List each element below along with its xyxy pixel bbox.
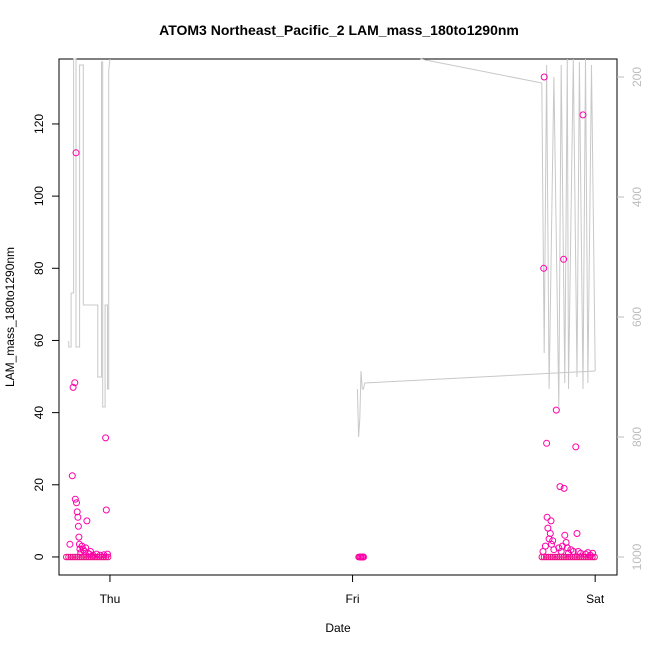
data-point xyxy=(69,553,77,561)
data-point xyxy=(577,549,585,557)
data-point xyxy=(558,542,566,550)
data-point xyxy=(549,553,557,561)
data-point xyxy=(104,550,111,558)
data-point xyxy=(69,383,77,391)
data-point xyxy=(360,553,367,561)
data-point xyxy=(547,553,554,561)
y-axis-label: LAM_mass_180to1290nm xyxy=(3,247,17,387)
data-point xyxy=(546,530,554,537)
data-point xyxy=(560,484,568,492)
data-point xyxy=(560,553,568,561)
plot-frame xyxy=(58,58,618,576)
data-point xyxy=(76,553,83,561)
chart-title: ATOM3 Northeast_Pacific_2 LAM_mass_180to… xyxy=(159,22,519,38)
data-point xyxy=(545,553,552,561)
data-point xyxy=(591,553,598,561)
y2-tick-label: 200 xyxy=(630,67,644,87)
data-point xyxy=(89,551,97,559)
y-tick-label: 60 xyxy=(32,333,46,347)
y2-tick-label: 400 xyxy=(630,187,644,207)
y-tick-label: 40 xyxy=(32,406,46,420)
data-point xyxy=(550,546,558,554)
data-point xyxy=(547,517,555,525)
data-point xyxy=(74,513,82,521)
data-point xyxy=(98,553,105,561)
data-point xyxy=(540,264,548,272)
data-point xyxy=(74,553,81,561)
data-point xyxy=(71,553,79,561)
data-point xyxy=(552,406,560,414)
pressure-line xyxy=(68,58,111,408)
data-point xyxy=(555,544,563,552)
data-point xyxy=(78,553,85,561)
data-point xyxy=(83,517,91,525)
data-point xyxy=(573,530,581,537)
data-point xyxy=(543,513,551,521)
data-point xyxy=(543,439,551,447)
data-point xyxy=(560,255,568,263)
y-tick-label: 20 xyxy=(32,478,46,492)
data-point xyxy=(63,553,70,561)
pressure-line-layer xyxy=(68,58,596,438)
data-point xyxy=(75,533,83,541)
data-point xyxy=(561,531,569,539)
data-point xyxy=(565,549,572,557)
data-point xyxy=(579,111,587,119)
data-point xyxy=(73,508,81,516)
data-point xyxy=(589,553,596,561)
x-axis: Thu Fri Sat xyxy=(100,575,605,606)
data-point xyxy=(67,553,74,561)
data-point xyxy=(549,537,557,545)
y2-tick-label: 800 xyxy=(630,427,644,447)
points-layer xyxy=(63,73,598,561)
data-point xyxy=(72,149,80,157)
data-point xyxy=(572,443,580,451)
y-tick-label: 0 xyxy=(32,553,46,560)
x-tick-label: Thu xyxy=(100,592,121,606)
data-point xyxy=(100,551,108,559)
data-point xyxy=(71,379,79,387)
data-point xyxy=(102,434,110,442)
x-tick-label: Sat xyxy=(586,592,605,606)
data-point xyxy=(540,73,548,81)
data-point xyxy=(102,506,110,514)
x-axis-label: Date xyxy=(325,621,351,635)
data-point xyxy=(569,548,577,555)
y2-tick-label: 1000 xyxy=(630,543,644,570)
data-point xyxy=(93,550,101,558)
data-point xyxy=(567,553,574,561)
data-point xyxy=(551,553,559,561)
pressure-line xyxy=(420,58,596,408)
data-point xyxy=(66,540,74,548)
y-axis: 0 20 40 60 80 100 120 xyxy=(32,114,59,560)
data-point xyxy=(564,553,572,561)
data-point xyxy=(96,551,104,559)
y-tick-label: 80 xyxy=(32,261,46,275)
data-point xyxy=(73,499,80,507)
y-tick-label: 120 xyxy=(32,114,46,134)
data-point xyxy=(541,542,549,550)
data-point xyxy=(68,472,76,480)
y-tick-label: 100 xyxy=(32,186,46,206)
data-point xyxy=(556,483,564,491)
data-point xyxy=(71,495,79,503)
data-point xyxy=(589,549,597,557)
data-point xyxy=(65,553,72,561)
pressure-line xyxy=(356,370,596,438)
data-point xyxy=(553,553,561,561)
x-tick-label: Fri xyxy=(346,592,360,606)
y2-axis: 200 400 600 800 1000 xyxy=(617,67,644,570)
y2-tick-label: 600 xyxy=(630,307,644,327)
data-point xyxy=(74,522,82,530)
data-point xyxy=(542,553,550,561)
data-point xyxy=(104,553,112,561)
